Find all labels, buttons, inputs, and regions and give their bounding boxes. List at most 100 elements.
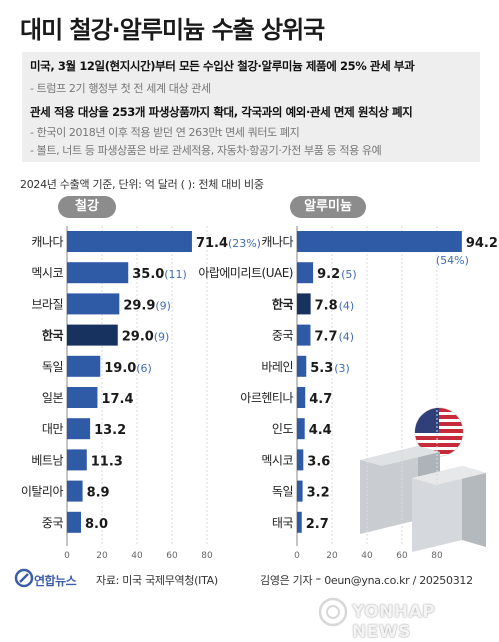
steel-tick-label: 60	[166, 551, 178, 561]
steel-value-label: 8.0	[85, 517, 108, 532]
info-note: - 트럼프 2기 행정부 첫 전 세계 대상 관세	[30, 82, 211, 95]
aluminum-category-label: 독일	[272, 485, 293, 499]
steel-bar	[67, 511, 81, 533]
aluminum-value-label: 9.2	[317, 267, 340, 282]
steel-value-label: 17.4	[101, 392, 133, 407]
steel-share-label: (9)	[155, 299, 171, 312]
aluminum-category-label: 멕시코	[261, 453, 293, 467]
steel-label: 철강	[58, 196, 116, 218]
info-headline-2: 관세 적용 대상을 253개 파생상품까지 확대, 각국과의 예외·관세 면제 …	[30, 105, 413, 119]
steel-category-label: 독일	[42, 360, 63, 374]
aluminum-category-label: 아르헨티나	[240, 391, 293, 405]
info-headline: 미국, 3월 12일(현지시간)부터 모든 수입산 철강·알루미늄 제품에 25…	[30, 59, 415, 73]
aluminum-tick-label: 60	[396, 551, 408, 561]
aluminum-share-label: (4)	[339, 299, 355, 312]
container-front	[412, 466, 486, 552]
steel-bar	[67, 231, 192, 252]
aluminum-value-label: 3.6	[307, 454, 330, 469]
aluminum-category-label: 태국	[272, 516, 294, 530]
steel-share-label: (11)	[164, 268, 187, 281]
aluminum-category-label: 캐나다	[261, 235, 293, 249]
aluminum-bar	[297, 511, 302, 533]
aluminum-bar	[297, 293, 311, 315]
steel-category-label: 베트남	[31, 453, 63, 467]
steel-category-label: 브라질	[31, 297, 63, 311]
steel-value-label: 11.3	[91, 454, 123, 469]
steel-share-label: (9)	[154, 331, 170, 344]
aluminum-tick-label: 80	[431, 551, 443, 561]
steel-category-label: 이탈리아	[21, 485, 64, 499]
aluminum-share-label: (54%)	[436, 254, 469, 267]
aluminum-bar	[297, 262, 314, 284]
credit-note: 김영은 기자 ⁼ 0eun@yna.co.kr / 20250312	[260, 574, 473, 587]
source-note: 자료: 미국 국제무역청(ITA)	[96, 574, 218, 587]
steel-value-label: 19.0	[104, 361, 136, 376]
watermark-text: YONHAP NEWS	[352, 602, 436, 642]
page-title: 대미 철강·알루미늄 수출 상위국	[20, 16, 325, 44]
watermark-icon	[318, 597, 348, 631]
aluminum-category-label: 아랍에미리트(UAE)	[198, 266, 293, 280]
info-box: 미국, 3월 12일(현지시간)부터 모든 수입산 철강·알루미늄 제품에 25…	[22, 52, 480, 162]
steel-value-label: 29.0	[122, 330, 154, 345]
aluminum-category-label: 인도	[272, 422, 294, 436]
brand-name: 연합뉴스	[34, 574, 77, 588]
aluminum-tick-label: 0	[294, 551, 300, 561]
steel-tick-label: 20	[96, 551, 108, 561]
steel-share-label: (6)	[136, 362, 152, 375]
info-note-2: - 한국이 2018년 이후 적용 받던 연 263만t 면세 쿼터도 폐지	[30, 126, 300, 139]
steel-category-label: 한국	[42, 328, 64, 343]
steel-bar	[67, 324, 118, 346]
yonhap-logo-icon	[14, 568, 34, 592]
steel-value-label: 35.0	[132, 267, 164, 282]
steel-bar	[67, 480, 83, 502]
aluminum-bar	[297, 231, 462, 252]
aluminum-bar	[297, 449, 304, 471]
steel-tick-label: 80	[201, 551, 213, 561]
aluminum-bar	[297, 324, 311, 346]
aluminum-value-label: 3.2	[307, 486, 330, 501]
steel-bar	[67, 355, 101, 377]
unit-note: 2024년 수출액 기준, 단위: 억 달러 ( ): 전체 대비 비중	[20, 178, 264, 191]
aluminum-share-label: (3)	[334, 362, 350, 375]
aluminum-bar	[297, 387, 306, 408]
aluminum-value-label: 5.3	[310, 361, 333, 376]
aluminum-value-label: 4.4	[309, 423, 332, 438]
aluminum-tick-label: 40	[361, 551, 373, 561]
aluminum-bar	[297, 355, 307, 377]
steel-value-label: 29.9	[123, 298, 155, 313]
steel-bar	[67, 293, 120, 315]
info-note-3: - 볼트, 너트 등 파생상품은 바로 관세적용, 자동차·항공기·가전 부품 …	[30, 144, 382, 157]
steel-bar	[67, 262, 129, 284]
aluminum-category-label: 바레인	[261, 360, 293, 374]
aluminum-bar	[297, 480, 303, 502]
steel-value-label: 71.4	[196, 236, 228, 251]
steel-tick-label: 0	[64, 551, 70, 561]
aluminum-value-label: 4.7	[309, 392, 332, 407]
steel-bar	[67, 449, 87, 471]
aluminum-value-label: 7.7	[314, 330, 337, 345]
aluminum-category-label: 한국	[272, 296, 294, 311]
aluminum-share-label: (4)	[338, 331, 354, 344]
steel-category-label: 일본	[42, 391, 64, 405]
container-illustration	[360, 407, 486, 552]
steel-category-label: 멕시코	[31, 266, 63, 280]
steel-bar	[67, 387, 98, 408]
steel-value-label: 8.9	[87, 486, 110, 501]
aluminum-value-label: 7.8	[315, 298, 338, 313]
aluminum-tick-label: 20	[326, 551, 338, 561]
steel-tick-label: 40	[131, 551, 143, 561]
steel-bar	[67, 418, 91, 440]
steel-share-label: (23%)	[228, 237, 261, 250]
aluminum-value-label: 2.7	[306, 517, 329, 532]
steel-value-label: 13.2	[94, 423, 126, 438]
steel-category-label: 캐나다	[31, 235, 63, 249]
aluminum-bar	[297, 418, 305, 440]
aluminum-value-label: 94.2	[466, 236, 498, 251]
aluminum-category-label: 중국	[272, 329, 294, 343]
aluminum-chart: 0 20 40 60 80 캐나다 94.2 (54%) 아랍에미리트(UAE) 9.2 (5) 한국…	[198, 226, 498, 561]
steel-category-label: 대만	[42, 422, 64, 436]
aluminum-label: 알루미늄	[290, 196, 366, 218]
aluminum-share-label: (5)	[341, 268, 357, 281]
